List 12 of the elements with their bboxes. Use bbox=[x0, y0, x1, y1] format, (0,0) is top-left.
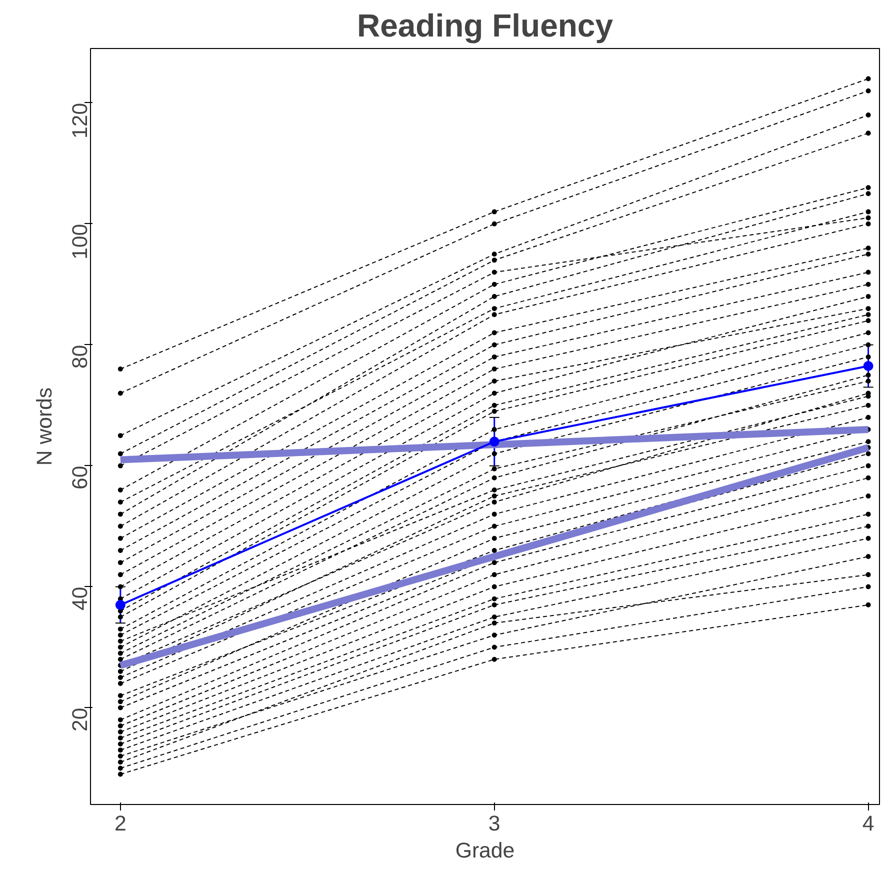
y-tick-label: 60 bbox=[68, 466, 92, 490]
y-tick-label: 120 bbox=[68, 102, 92, 139]
x-tick-label: 3 bbox=[488, 812, 500, 836]
y-tick-label: 100 bbox=[68, 224, 92, 260]
y-tick-label: 80 bbox=[68, 344, 92, 369]
chart-title: Reading Fluency bbox=[356, 8, 614, 44]
y-axis-title: N words bbox=[32, 387, 56, 466]
y-tick-label: 40 bbox=[68, 586, 92, 610]
x-axis-title: Grade bbox=[455, 838, 515, 862]
y-tick-label: 20 bbox=[68, 708, 92, 732]
x-tick-label: 4 bbox=[862, 812, 874, 836]
x-tick-label: 2 bbox=[114, 812, 126, 836]
